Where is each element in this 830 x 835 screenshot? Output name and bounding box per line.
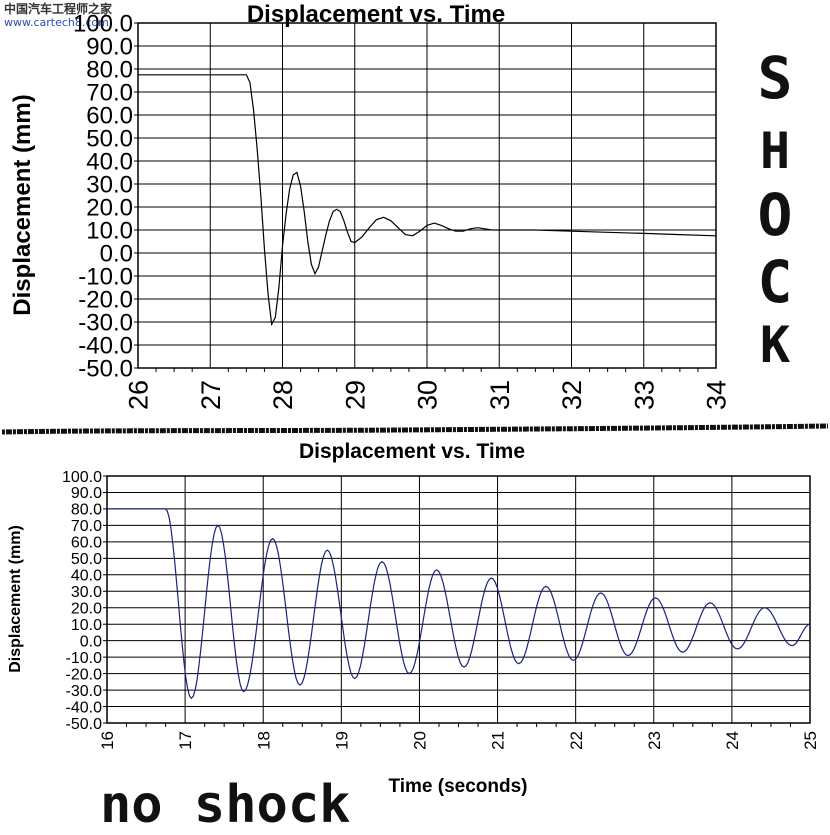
chart-no-shock: -50.0-40.0-30.0-20.0-10.00.010.020.030.0… [7,440,820,797]
y-tick-label: -50.0 [78,356,133,383]
x-tick-label: 21 [489,731,508,750]
watermark-chinese-text: 中国汽车工程师之家 [4,2,113,16]
handwritten-no-shock-label: no shock [100,775,350,835]
handwritten-shock-letter: H [760,122,790,180]
handwritten-shock-letter: S [758,44,793,112]
y-tick-label: 30.0 [71,584,102,601]
y-tick-label: -40.0 [66,699,103,716]
y-tick-label: -20.0 [66,666,103,683]
y-tick-label: 60.0 [71,535,102,552]
y-tick-label: 80.0 [71,502,102,519]
y-tick-label: -40.0 [78,333,133,360]
y-tick-label: -10.0 [66,650,103,667]
y-tick-label: 100.0 [73,11,133,38]
handwritten-shock-letter: O [758,181,793,249]
y-tick-label: 80.0 [86,57,133,84]
y-tick-label: 10.0 [71,617,102,634]
chart-shock-title: Displacement vs. Time [247,1,505,28]
y-tick-label: 0.0 [100,241,133,268]
y-tick-label: -30.0 [66,683,103,700]
chart-no-shock-y-ticks: -50.0-40.0-30.0-20.0-10.00.010.020.030.0… [62,469,107,733]
y-tick-label: 100.0 [62,469,102,486]
chart-no-shock-x-ticks: 16 17 18 19 20 21 22 23 24 25 [98,723,820,750]
x-tick-label: 17 [176,731,195,750]
chart-no-shock-y-axis-label: Displacement (mm) [7,525,24,673]
chart-shock-grid [137,22,717,369]
y-tick-label: 40.0 [71,568,102,585]
chart-no-shock-plot-frame [106,475,811,724]
x-tick-label: 28 [268,380,298,410]
chart-shock-plot-frame [137,22,717,369]
y-tick-label: 50.0 [86,126,133,153]
x-tick-label: 33 [629,380,659,410]
x-tick-label: 27 [196,380,226,410]
chart-no-shock-x-axis-label: Time (seconds) [388,776,527,797]
x-tick-label: 20 [411,731,430,750]
x-tick-label: 31 [485,380,515,410]
y-tick-label: 30.0 [86,172,133,199]
chart-shock-y-ticks: -50.0-40.0-30.0-20.0-10.00.010.020.030.0… [73,11,138,383]
handwritten-shock-letter: C [758,248,793,316]
chart-no-shock-title: Displacement vs. Time [299,440,525,463]
x-tick-label: 26 [124,380,154,410]
x-tick-label: 32 [557,380,587,410]
y-tick-label: 70.0 [86,80,133,107]
y-tick-label: 10.0 [86,218,133,245]
y-tick-label: 60.0 [86,103,133,130]
watermark-url: www.cartech8.com [4,16,109,29]
y-tick-label: 50.0 [71,551,102,568]
y-tick-label: 90.0 [86,34,133,61]
y-tick-label: 70.0 [71,518,102,535]
x-tick-label: 19 [332,731,351,750]
y-tick-label: -50.0 [66,716,103,733]
x-tick-label: 29 [340,380,370,410]
y-tick-label: -20.0 [78,287,133,314]
chart-no-shock-series-line [107,508,811,700]
y-tick-label: -10.0 [78,264,133,291]
chart-shock: -50.0-40.0-30.0-20.0-10.00.010.020.030.0… [9,1,732,410]
x-tick-label: 18 [254,731,273,750]
handdrawn-divider-line [1,423,829,435]
x-tick-label: 22 [567,731,586,750]
y-tick-label: -30.0 [78,310,133,337]
y-tick-label: 0.0 [80,633,102,650]
y-tick-label: 20.0 [86,195,133,222]
x-tick-label: 23 [645,731,664,750]
watermark: 中国汽车工程师之家 www.cartech8.com [4,2,112,30]
handwritten-shock-letter: K [760,316,790,374]
chart-shock-x-ticks: 26 27 28 29 30 31 32 33 34 [124,368,732,410]
x-tick-label: 25 [801,731,820,750]
chart-no-shock-grid [106,475,811,724]
x-tick-label: 30 [413,380,443,410]
y-tick-label: 40.0 [86,149,133,176]
x-tick-label: 16 [98,731,117,750]
chart-shock-y-axis-label: Displacement (mm) [9,94,36,315]
y-tick-label: 90.0 [71,485,102,502]
y-tick-label: 20.0 [71,600,102,617]
x-tick-label: 24 [723,731,742,750]
x-tick-label: 34 [702,380,732,410]
chart-shock-series-line [138,74,717,327]
